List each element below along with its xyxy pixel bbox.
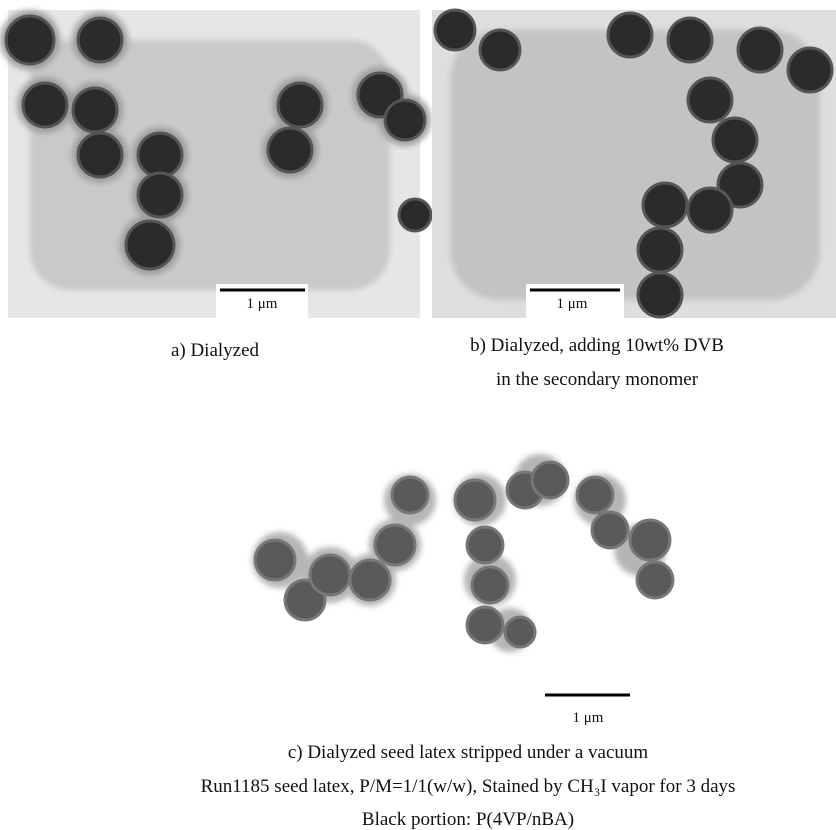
scale-bar-label: 1 μm bbox=[247, 296, 278, 312]
caption: a) Dialyzed bbox=[171, 340, 260, 361]
scale-bar-label: 1 μm bbox=[557, 296, 588, 312]
page: 1 μm a) Dialyzed 1 μm b) Dialyzed, addin… bbox=[0, 0, 836, 830]
caption: Black portion: P(4VP/nBA) bbox=[362, 809, 574, 830]
panel-a-image bbox=[0, 10, 431, 318]
scale-bar-label: 1 μm bbox=[573, 710, 604, 726]
panel-c-image bbox=[252, 454, 673, 695]
caption: in the secondary monomer bbox=[496, 369, 699, 390]
caption: c) Dialyzed seed latex stripped under a … bbox=[288, 742, 649, 763]
figure: 1 μm a) Dialyzed 1 μm b) Dialyzed, addin… bbox=[0, 0, 836, 830]
panel-b-image bbox=[432, 10, 836, 318]
caption: b) Dialyzed, adding 10wt% DVB bbox=[470, 335, 724, 356]
caption: Run1185 seed latex, P/M=1/1(w/w), Staine… bbox=[201, 776, 736, 797]
